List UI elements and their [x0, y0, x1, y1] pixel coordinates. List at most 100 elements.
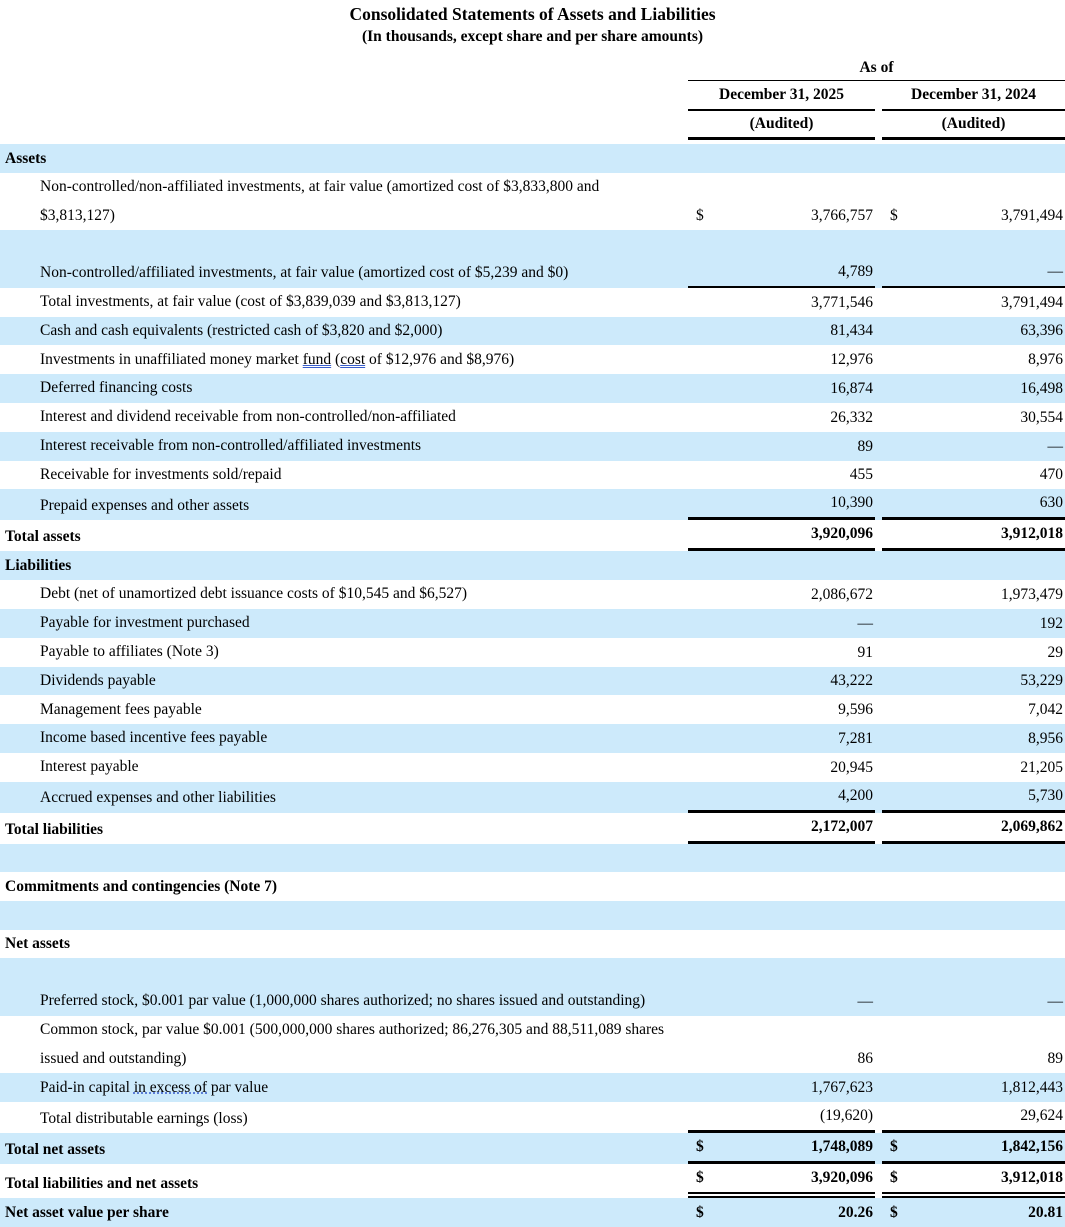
row-label: Prepaid expenses and other assets	[0, 492, 670, 521]
value-text: 26,332	[830, 404, 875, 432]
value-text: 2,086,672	[811, 581, 875, 609]
row-commitments-contingencies: Commitments and contingencies (Note 7)	[0, 872, 1065, 901]
value-2024: 3,791,494	[882, 289, 1065, 317]
row-label: Investments in unaffiliated money market…	[0, 346, 670, 375]
row-label: Total assets	[0, 523, 635, 551]
value-2025: 81,434	[688, 317, 875, 345]
page-title: Consolidated Statements of Assets and Li…	[0, 0, 1065, 25]
row-net-asset-value-per-share: Net asset value per share $20.26$20.81	[0, 1198, 1065, 1227]
value-2024: 192	[882, 610, 1065, 638]
value-text: 53,229	[1020, 667, 1065, 695]
value-2024: 29	[882, 639, 1065, 667]
section-header-net-assets: Net assets	[0, 930, 1065, 959]
value-2024: 5,730	[882, 782, 1065, 813]
row-label: Total liabilities and net assets	[0, 1170, 635, 1198]
value-2025: 89	[688, 433, 875, 461]
row-noncontrolled-affiliated-investments: Non-controlled/affiliated investments, a…	[0, 230, 1065, 288]
value-2024: $3,912,018	[882, 1164, 1065, 1198]
value-text: 89	[858, 433, 876, 461]
value-text: 1,812,443	[1001, 1074, 1065, 1102]
value-text: 21,205	[1020, 754, 1065, 782]
row-label: Interest receivable from non-controlled/…	[0, 432, 670, 461]
value-2025: 1,767,623	[688, 1074, 875, 1102]
grammar-underlined-text: fund	[303, 351, 331, 368]
value-text: 7,042	[1028, 696, 1065, 724]
row-label: Income based incentive fees payable	[0, 724, 670, 753]
value-2025: 3,771,546	[688, 289, 875, 317]
value-text: 4,200	[838, 782, 875, 810]
row-label: Total liabilities	[0, 816, 635, 844]
value-text: —	[1048, 433, 1065, 461]
row-label: Net assets	[0, 930, 635, 958]
row-label: Net asset value per share	[0, 1199, 635, 1227]
row-label: Total investments, at fair value (cost o…	[0, 288, 670, 317]
value-2024: 21,205	[882, 754, 1065, 782]
value-text: 1,748,089	[811, 1133, 875, 1161]
row-dividends-payable: Dividends payable 43,222 53,229	[0, 667, 1065, 696]
value-2025: 12,976	[688, 346, 875, 374]
header-as-of-row: As of	[0, 55, 1065, 81]
dollar-sign: $	[688, 1199, 704, 1227]
value-text: 1,767,623	[811, 1074, 875, 1102]
label-text: (	[331, 351, 340, 368]
value-2025: 10,390	[688, 489, 875, 520]
value-text: 3,912,018	[1001, 1164, 1065, 1192]
row-label: Total distributable earnings (loss)	[0, 1105, 670, 1134]
value-2024: 2,069,862	[882, 813, 1065, 844]
row-label: Receivable for investments sold/repaid	[0, 461, 670, 490]
value-2024: 16,498	[882, 375, 1065, 403]
value-2025: 26,332	[688, 404, 875, 432]
value-2025: —	[688, 610, 875, 638]
value-2024: 89	[882, 1045, 1065, 1073]
label-text: par value	[207, 1079, 268, 1096]
value-text: 470	[1040, 461, 1065, 489]
value-2024: —	[882, 433, 1065, 461]
value-2025: $3,920,096	[688, 1164, 875, 1198]
row-label: Payable to affiliates (Note 3)	[0, 638, 670, 667]
value-text: (19,620)	[820, 1102, 875, 1130]
value-2025: $3,766,757	[688, 202, 875, 230]
row-noncontrolled-nonaffiliated-investments: Non-controlled/non-affiliated investment…	[0, 173, 1065, 231]
value-text: 20,945	[830, 754, 875, 782]
value-text: 89	[1048, 1045, 1065, 1073]
row-interest-receivable-affiliated: Interest receivable from non-controlled/…	[0, 432, 1065, 461]
value-text: 43,222	[830, 667, 875, 695]
value-2025: 3,920,096	[688, 520, 875, 551]
section-header-assets: Assets	[0, 144, 1065, 173]
row-label: Preferred stock, $0.001 par value (1,000…	[0, 987, 670, 1016]
value-text: 3,791,494	[1001, 202, 1065, 230]
row-total-liabilities-and-net-assets: Total liabilities and net assets $3,920,0…	[0, 1164, 1065, 1198]
spacer-row	[0, 901, 1065, 930]
value-text: 29	[1048, 639, 1065, 667]
value-text: 3,912,018	[1001, 520, 1065, 548]
value-2024: 7,042	[882, 696, 1065, 724]
value-2024: $1,842,156	[882, 1133, 1065, 1164]
row-total-net-assets: Total net assets$1,748,089$1,842,156	[0, 1133, 1065, 1164]
value-text: 20.81	[1028, 1199, 1065, 1227]
row-label: Paid-in capital in excess of par value	[0, 1074, 670, 1103]
row-paid-in-capital: Paid-in capital in excess of par value 1,…	[0, 1073, 1065, 1102]
value-2025: $20.26	[688, 1199, 875, 1227]
value-2024: 8,976	[882, 346, 1065, 374]
value-text: 86	[858, 1045, 876, 1073]
value-text: 20.26	[838, 1199, 875, 1227]
value-2024: 53,229	[882, 667, 1065, 695]
value-text: 8,956	[1028, 725, 1065, 753]
header-audited-2024: (Audited)	[882, 111, 1065, 140]
value-text: 10,390	[830, 489, 875, 517]
section-header-liabilities: Liabilities	[0, 551, 1065, 580]
value-2024: $3,791,494	[882, 202, 1065, 230]
value-text: 2,172,007	[811, 813, 875, 841]
row-total-investments: Total investments, at fair value (cost o…	[0, 288, 1065, 317]
header-audited-2025: (Audited)	[688, 111, 875, 140]
row-label: Dividends payable	[0, 667, 670, 696]
value-2025: 43,222	[688, 667, 875, 695]
dollar-sign: $	[688, 1164, 704, 1192]
value-text: 8,976	[1028, 346, 1065, 374]
